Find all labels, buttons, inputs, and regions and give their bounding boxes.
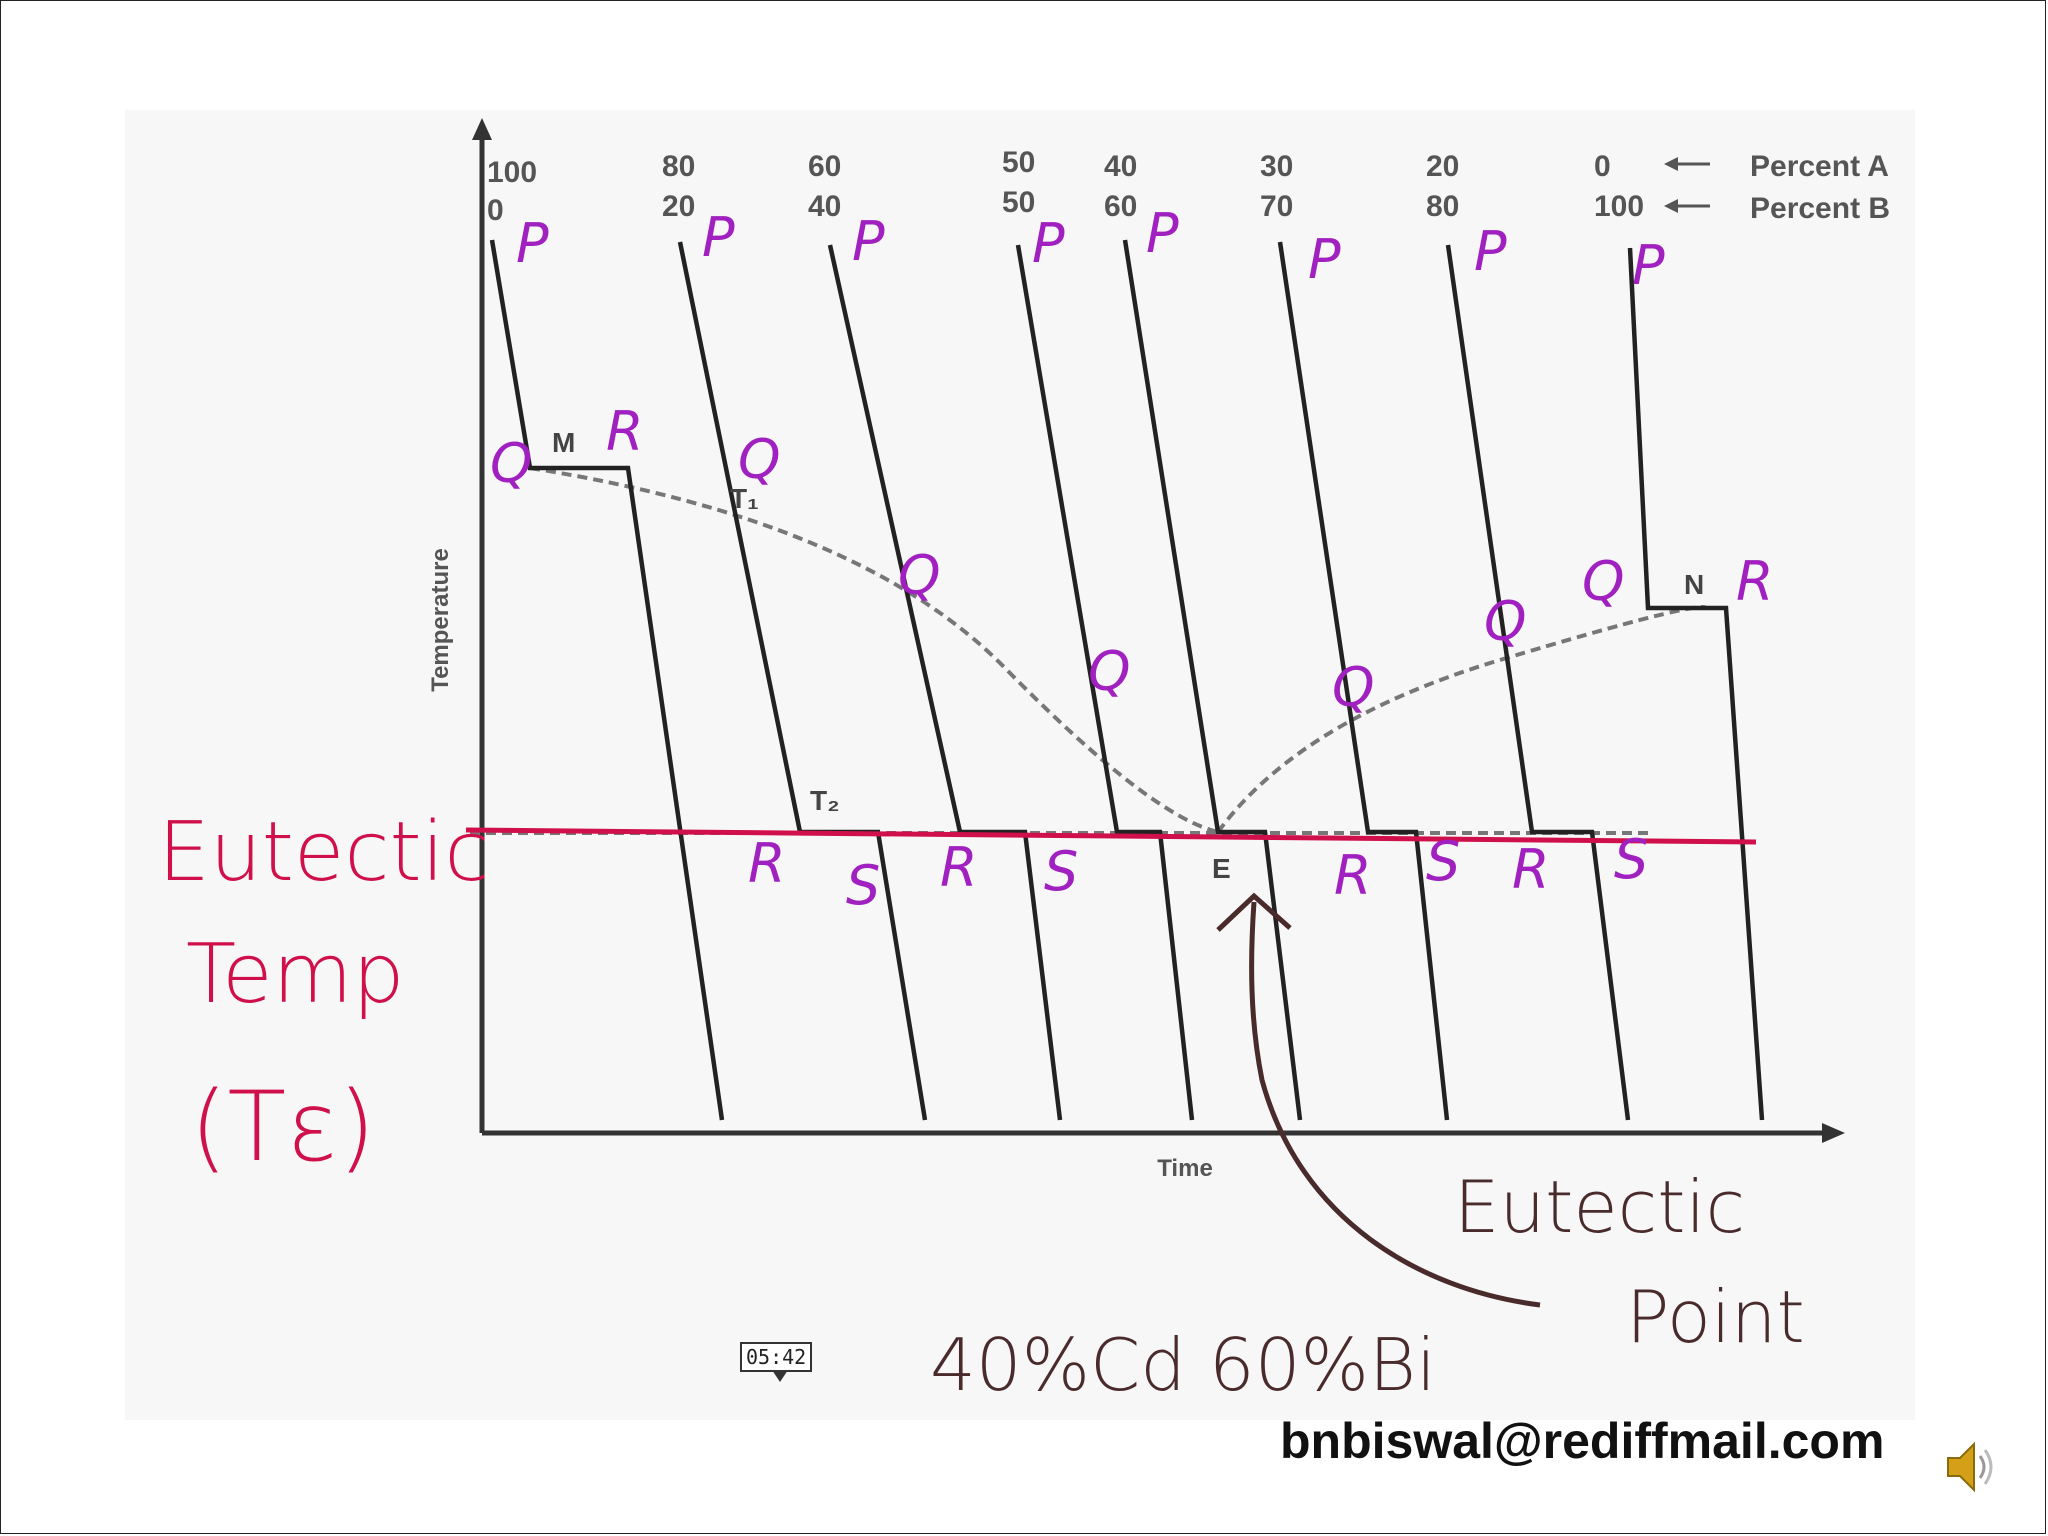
hw-s: S [1614,828,1648,891]
cooling-curve-20-80 [1445,244,1631,1121]
percent-a-value: 80 [662,150,695,183]
percent-b-value: 100 [1594,190,1644,223]
liquidus-curve-left [529,466,1219,834]
composition-note: 40%Cd 60%Bi [930,1323,1436,1407]
hw-s: S [1426,830,1460,893]
percent-a-value: 50 [1002,146,1035,179]
hw-r: R [606,400,644,463]
eutectic-point-label-line2: Point [1626,1275,1805,1359]
hw-r: R [940,836,978,899]
hw-q: Q [1332,656,1375,719]
hw-p: P [1474,220,1507,283]
hw-s: S [846,854,880,917]
cooling-curve-40-60 [1122,239,1303,1121]
percent-b-value: 80 [1426,190,1459,223]
hw-r: R [748,832,786,895]
percent-a-value: 40 [1104,150,1137,183]
hw-p: P [516,212,549,275]
composition-labels: 100 0 80 20 60 40 50 50 40 60 30 70 20 8… [487,146,1890,227]
hw-p: P [1308,228,1341,291]
percent-a-value: 20 [1426,150,1459,183]
cooling-curves [489,239,1765,1121]
percent-b-value: 40 [808,190,841,223]
hw-p: P [1032,212,1065,275]
percent-a-title: Percent A [1750,150,1889,183]
hw-q: Q [898,544,941,607]
eutectic-point-label-line1: Eutectic [1454,1165,1745,1249]
x-axis-label: Time [1157,1155,1213,1182]
eutectic-temp-label-line1: Eutectic [158,805,489,900]
y-axis-label: Temperature [427,548,454,692]
hw-s: S [1044,840,1078,903]
cooling-curve-30-70 [1277,241,1450,1121]
point-n-label: N [1684,569,1704,600]
diagram-panel [125,110,1915,1420]
cooling-curve-50-50 [1015,244,1195,1121]
percent-b-value: 70 [1260,190,1293,223]
percent-b-value: 20 [662,190,695,223]
percent-b-value: 60 [1104,190,1137,223]
eutectic-temp-label-line3: (Tε) [190,1071,375,1183]
speaker-icon[interactable] [1940,1436,2002,1498]
percent-a-value: 60 [808,150,841,183]
eutectic-temp-label-line2: Temp [186,927,405,1022]
percent-a-value: 30 [1260,150,1293,183]
eutectic-point-arrow [1249,901,1541,1308]
point-t1-label: T₁ [730,483,759,514]
cooling-curve-60-40 [827,244,1063,1121]
liquidus-curve-right [1216,605,1708,834]
eutectic-temp-line [465,827,1757,845]
eutectic-point-arrowhead [1216,892,1292,932]
cooling-curve-0-100 [1627,247,1765,1121]
hw-p: P [1632,234,1665,297]
hw-p: P [702,206,735,269]
percent-a-value: 0 [1594,150,1611,183]
hw-q: Q [1088,640,1131,703]
point-m-label: M [552,427,575,458]
point-t2-label: T₂ [810,785,840,816]
author-email: bnbiswal@rediffmail.com [1280,1413,1885,1469]
handwritten-annotations: P P P P P P P P Q Q Q Q Q Q Q R R R R R … [490,202,1774,917]
hw-q: Q [490,432,533,495]
hw-q: Q [1484,590,1527,653]
hw-p: P [852,210,885,273]
cooling-curve-100-0 [489,239,725,1121]
hw-r: R [1512,838,1550,901]
percent-b-title: Percent B [1750,192,1890,225]
hw-r: R [1736,550,1774,613]
hw-q: Q [738,428,781,491]
video-timestamp: 05:42 [740,1342,813,1382]
percent-b-value: 0 [487,194,504,227]
percent-a-value: 100 [487,156,537,189]
axes [472,118,1845,1143]
percent-b-value: 50 [1002,186,1035,219]
hw-q: Q [1582,550,1625,613]
hw-r: R [1334,844,1372,907]
point-e-label: E [1212,853,1231,884]
hw-p: P [1146,202,1179,265]
